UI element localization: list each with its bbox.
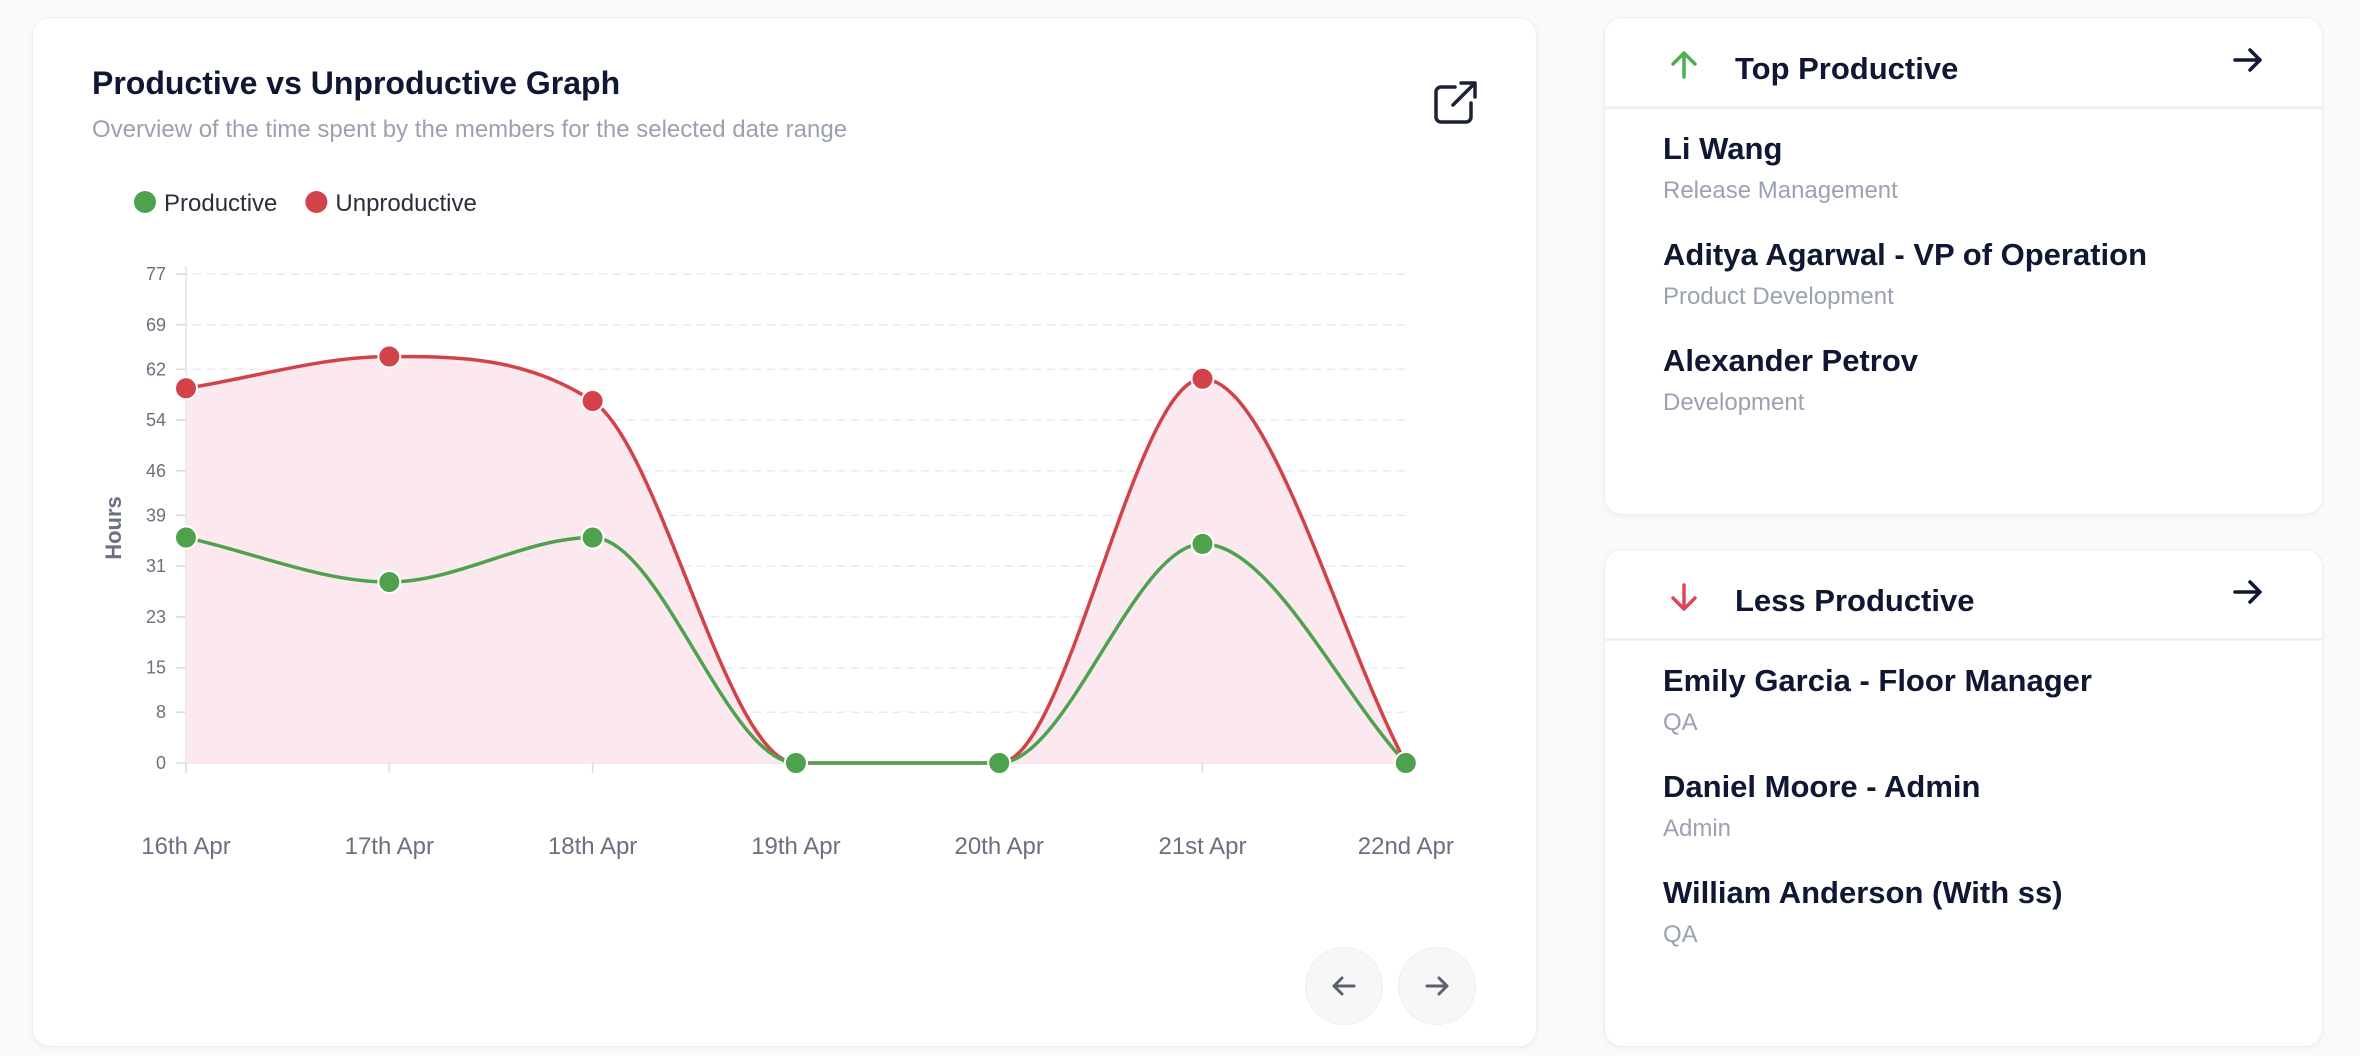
person-department: Development [1663, 389, 1805, 416]
unproductive-point [580, 389, 605, 414]
list-item[interactable]: Alexander Petrov Development [1663, 343, 1918, 417]
y-tick-label: 15 [146, 658, 166, 678]
open-external-icon[interactable] [1427, 75, 1483, 131]
view-all-arrow-icon[interactable] [2228, 40, 2268, 80]
person-name: Daniel Moore - Admin [1663, 769, 1981, 804]
legend-label: Productive [164, 190, 277, 217]
unproductive-point [174, 376, 198, 401]
view-all-arrow-icon[interactable] [2228, 572, 2268, 612]
productive-point [580, 525, 605, 550]
top-productive-card: Top Productive Li Wang Release Managemen… [1604, 17, 2323, 515]
productive-point [987, 751, 1012, 775]
y-tick-label: 77 [146, 264, 166, 284]
arrow-right-icon [1425, 976, 1449, 996]
y-tick-label: 62 [146, 359, 166, 379]
previous-button[interactable] [1305, 947, 1383, 1025]
unproductive-point [1190, 366, 1215, 391]
productivity-line-chart: 0 8 15 23 31 39 46 54 62 69 77 Hours 16th Apr 17th Ap… [101, 190, 1454, 860]
x-tick-label: 22nd Apr [1358, 833, 1454, 860]
person-department: Product Development [1663, 283, 1894, 310]
less-productive-header: Less Productive [1605, 550, 2322, 641]
y-tick-label: 46 [146, 461, 166, 481]
productive-point [1190, 531, 1215, 556]
arrow-down-icon [1671, 583, 1697, 611]
person-name: Li Wang [1663, 131, 1783, 166]
y-tick-label: 8 [156, 702, 166, 722]
arrow-left-icon [1332, 976, 1356, 996]
top-productive-header: Top Productive [1605, 18, 2322, 109]
unproductive-legend-marker [305, 191, 328, 213]
list-item[interactable]: William Anderson (With ss) QA [1663, 875, 2063, 949]
y-tick-label: 31 [146, 556, 166, 576]
less-productive-title: Less Productive [1735, 583, 1975, 618]
productive-point [377, 570, 402, 595]
productive-legend-marker [134, 191, 156, 213]
person-department: QA [1663, 921, 1698, 948]
graph-subtitle: Overview of the time spent by the member… [92, 116, 848, 143]
unproductive-area [186, 356, 1406, 763]
x-tick-label: 17th Apr [345, 833, 434, 860]
x-tick-label: 20th Apr [954, 833, 1043, 860]
graph-title: Productive vs Unproductive Graph [92, 65, 621, 101]
productive-point [783, 751, 808, 775]
productive-point [174, 525, 198, 550]
list-item[interactable]: Aditya Agarwal - VP of Operation Product… [1663, 237, 2147, 311]
y-tick-label: 54 [146, 410, 166, 430]
productivity-graph-card: Productive vs Unproductive Graph Overvie… [32, 17, 1537, 1047]
list-item[interactable]: Emily Garcia - Floor Manager QA [1663, 663, 2092, 737]
unproductive-point [377, 344, 402, 369]
person-name: Emily Garcia - Floor Manager [1663, 663, 2092, 698]
less-productive-card: Less Productive Emily Garcia - Floor Man… [1604, 549, 2323, 1047]
x-tick-label: 18th Apr [548, 833, 637, 860]
person-name: Alexander Petrov [1663, 343, 1918, 378]
next-button[interactable] [1398, 947, 1476, 1025]
y-tick-label: 39 [146, 505, 166, 525]
list-item[interactable]: Li Wang Release Management [1663, 131, 1898, 205]
person-department: Release Management [1663, 177, 1898, 204]
top-productive-title: Top Productive [1735, 51, 1959, 86]
arrow-up-icon [1671, 51, 1697, 79]
person-department: Admin [1663, 815, 1732, 842]
x-tick-label: 21st Apr [1158, 833, 1246, 860]
y-axis-label: Hours [101, 496, 126, 560]
legend-label: Unproductive [335, 190, 476, 217]
productive-point [1393, 751, 1418, 775]
y-tick-label: 23 [146, 607, 166, 627]
list-item[interactable]: Daniel Moore - Admin Admin [1663, 769, 1980, 843]
x-tick-label: 16th Apr [141, 833, 230, 860]
person-name: William Anderson (With ss) [1663, 875, 2063, 910]
x-tick-label: 19th Apr [751, 833, 840, 860]
y-tick-label: 0 [156, 753, 166, 773]
y-tick-label: 69 [146, 315, 166, 335]
person-department: QA [1663, 709, 1698, 736]
person-name: Aditya Agarwal - VP of Operation [1663, 237, 2148, 272]
